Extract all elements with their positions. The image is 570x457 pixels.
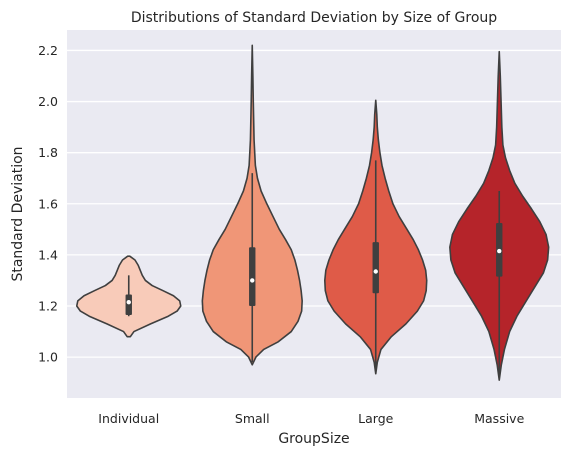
y-tick-label: 1.8 [38,145,58,160]
chart-title: Distributions of Standard Deviation by S… [131,10,497,26]
y-axis-label: Standard Deviation [10,146,26,281]
median-marker [497,248,502,254]
x-tick-label: Small [235,411,270,426]
violin-small [201,44,303,366]
median-marker [126,299,131,305]
x-ticks: Individual Small Large Massive [98,411,524,426]
y-tick-label: 2.2 [38,43,58,58]
violin-individual [75,255,182,338]
median-marker [250,278,255,283]
x-tick-label: Massive [474,411,524,426]
x-axis-label: GroupSize [278,431,349,447]
y-ticks: 1.0 1.2 1.4 1.6 1.8 2.0 2.2 [38,43,58,365]
median-marker [373,269,378,274]
iqr-box [249,247,256,306]
y-tick-label: 1.4 [38,247,58,262]
violins [75,44,550,381]
violin-large [323,99,428,375]
y-tick-label: 2.0 [38,94,58,109]
violin-massive [449,50,550,381]
iqr-box [125,294,132,315]
x-tick-label: Large [358,411,393,426]
iqr-box [372,242,379,294]
y-tick-label: 1.0 [38,350,58,365]
x-tick-label: Individual [98,411,159,426]
y-tick-label: 1.2 [38,299,58,314]
y-tick-label: 1.6 [38,196,58,211]
